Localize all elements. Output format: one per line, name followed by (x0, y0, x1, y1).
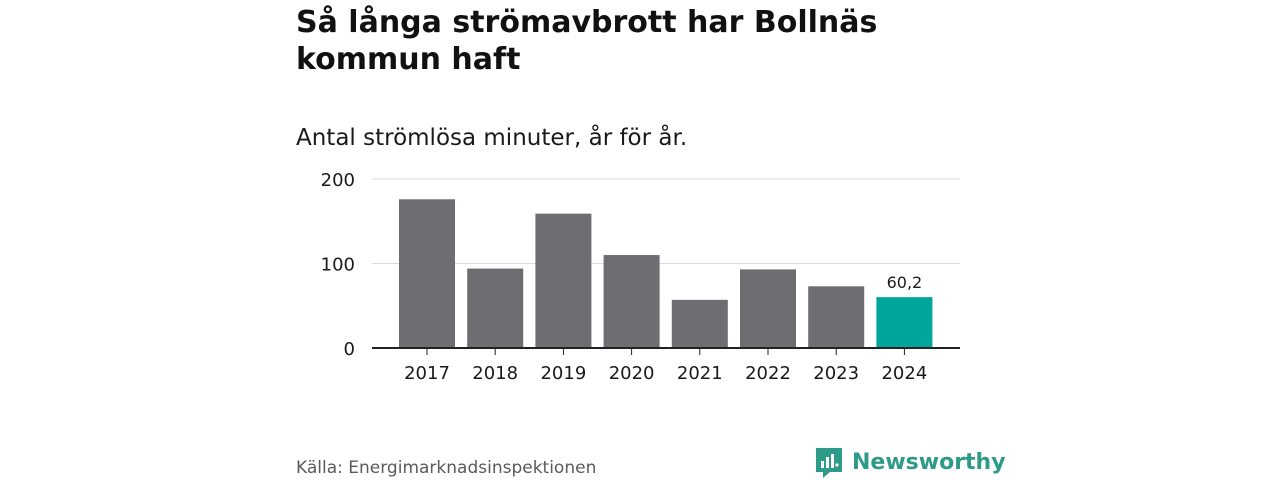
bar-2019 (535, 213, 592, 348)
newsworthy-logo: Newsworthy (814, 446, 1006, 480)
x-tick-label: 2018 (472, 363, 518, 384)
brand-name: Newsworthy (852, 450, 1006, 475)
chart-subtitle: Antal strömlösa minuter, år för år. (296, 125, 688, 151)
bar-2022 (740, 269, 796, 348)
y-tick-label: 100 (321, 255, 355, 276)
bar-2020 (603, 255, 660, 348)
y-axis-ticks: 0 100 200 (321, 170, 355, 360)
x-tick-label: 2022 (745, 363, 791, 384)
chart-title: Så långa strömavbrott har Bollnäs kommun… (296, 5, 878, 77)
data-labels: 60,2 (887, 273, 923, 292)
source-note: Källa: Energimarknadsinspektionen (296, 458, 597, 478)
bar-2023 (808, 286, 865, 348)
x-tick-label: 2019 (540, 363, 586, 384)
bars (399, 199, 933, 348)
bar-2018 (467, 268, 524, 348)
bar-chart-speech-bubble-icon (816, 448, 842, 478)
bar-2021 (671, 299, 728, 348)
x-tick-label: 2021 (677, 363, 723, 384)
y-tick-label: 200 (321, 170, 355, 191)
bar-2024 (876, 297, 933, 348)
gridlines (372, 178, 960, 264)
y-tick-label: 0 (344, 339, 355, 360)
x-tick-label: 2023 (813, 363, 859, 384)
x-tick-label: 2024 (881, 363, 927, 384)
data-label: 60,2 (887, 273, 923, 292)
x-tick-label: 2020 (609, 363, 655, 384)
x-axis-ticks: 2017 2018 2019 2020 2021 2022 2023 2024 (404, 348, 927, 384)
bar-2017 (399, 199, 455, 348)
x-tick-label: 2017 (404, 363, 450, 384)
